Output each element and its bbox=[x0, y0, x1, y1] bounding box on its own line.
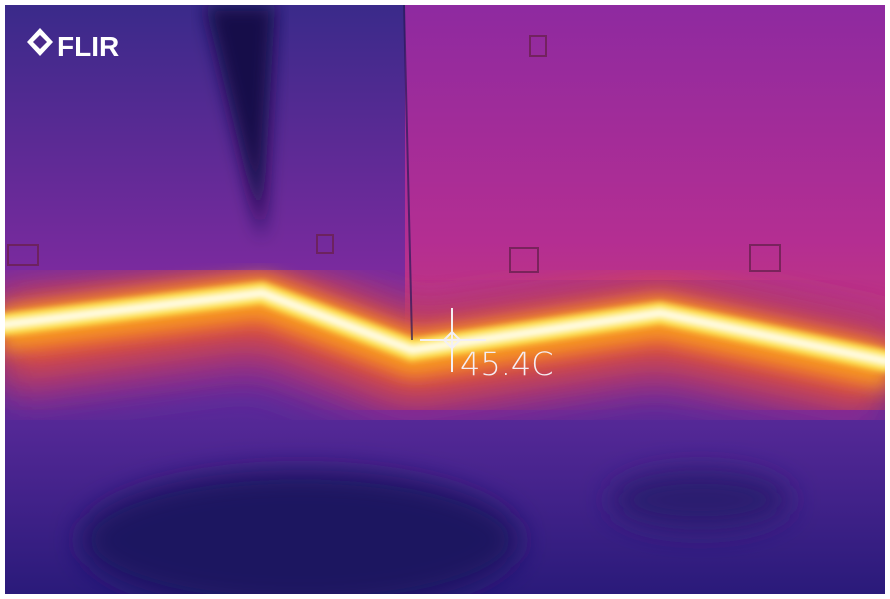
outlet bbox=[316, 234, 334, 254]
logo: FLIR bbox=[27, 28, 119, 62]
logo-text: FLIR bbox=[57, 31, 119, 62]
cold-spot bbox=[610, 470, 790, 530]
temperature-reading: 45.4C bbox=[460, 345, 554, 383]
wall-corner bbox=[403, 5, 413, 341]
cold-spot bbox=[80, 470, 520, 594]
outlet bbox=[529, 35, 547, 57]
outlet bbox=[7, 244, 39, 266]
outlet bbox=[749, 244, 781, 272]
heat-strip-core bbox=[5, 287, 885, 367]
crosshair bbox=[420, 308, 486, 372]
logo-icon bbox=[33, 35, 47, 49]
cold-draft bbox=[205, 5, 275, 240]
outlet bbox=[509, 247, 539, 273]
